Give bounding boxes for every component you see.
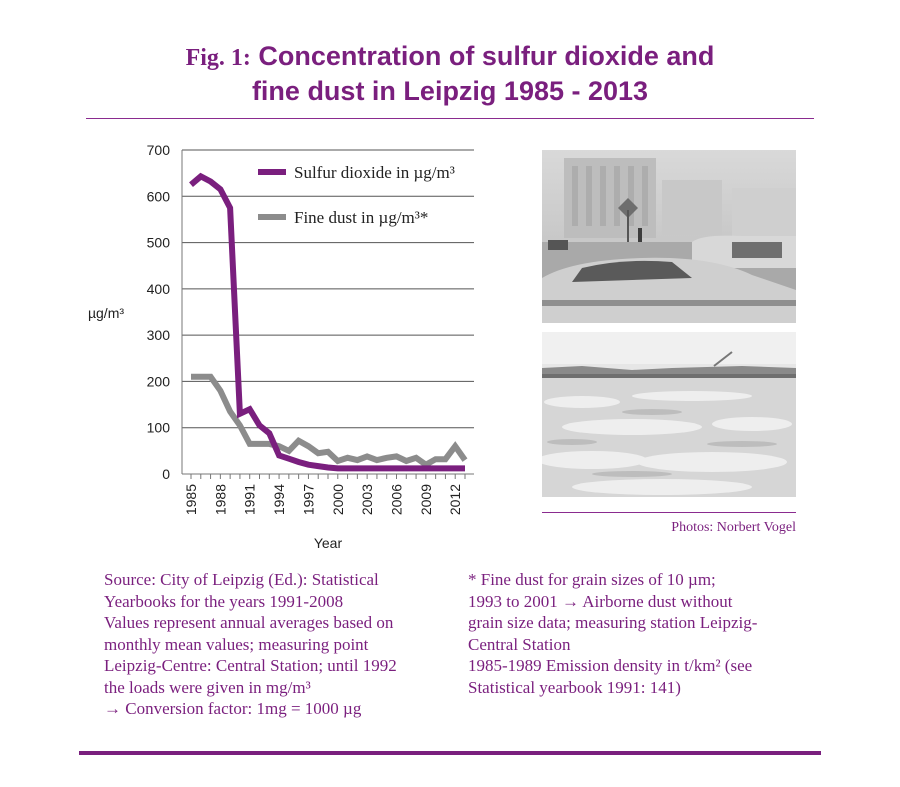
- sulfur-dioxide-line: [189, 172, 465, 472]
- source-note-line: Yearbooks for the years 1991-2008: [104, 591, 344, 611]
- source-note-line: → Conversion factor: 1mg = 1000 µg: [104, 699, 362, 718]
- footnote-line: 1985-1989 Emission density in t/km² (see: [468, 656, 753, 675]
- x-tick-label: 1991: [242, 484, 258, 515]
- source-note-line: Leipzig-Centre: Central Station; until 1…: [104, 656, 397, 675]
- title-line-1: Concentration of sulfur dioxide and: [258, 41, 715, 71]
- title-line-2: fine dust in Leipzig 1985 - 2013: [251, 76, 649, 106]
- y-tick-label: 0: [162, 466, 170, 482]
- x-tick-label: 1997: [300, 484, 316, 515]
- photo-credit: Photos: Norbert Vogel: [671, 520, 796, 535]
- y-tick-label: 100: [147, 420, 171, 436]
- source-note-line: the loads were given in mg/m³: [104, 677, 311, 697]
- x-tick-label: 2003: [359, 484, 375, 515]
- series-lines: [189, 172, 468, 472]
- y-tick-label: 300: [147, 327, 171, 343]
- footnote-line: Central Station: [468, 634, 571, 654]
- y-tick-label: 500: [147, 235, 171, 251]
- y-axis-label: µg/m³: [88, 305, 124, 321]
- footnote-line: 1993 to 2001 → Airborne dust without: [468, 591, 733, 611]
- x-tick-label: 2012: [447, 484, 463, 515]
- footnote-line: Statistical yearbook 1991: 141): [468, 677, 681, 697]
- x-axis-label: Year: [314, 535, 343, 551]
- title-divider: [86, 118, 814, 119]
- source-note: Source: City of Leipzig (Ed.): Statistic…: [104, 569, 444, 720]
- legend: Sulfur dioxide in µg/m³ Fine dust in µg/m…: [258, 163, 455, 227]
- river-pollution-photo: [542, 332, 796, 497]
- axes: 0 100 200 300 400 500 600 700 1985 1988 1991 1994 19…: [88, 142, 466, 551]
- source-note-line: Source: City of Leipzig (Ed.): Statistic…: [104, 570, 379, 589]
- footnote: * Fine dust for grain sizes of 10 µm; 19…: [468, 569, 798, 698]
- photo-divider: [542, 512, 796, 513]
- figure-label: Fig. 1:: [185, 45, 251, 71]
- x-tick-label: 1985: [183, 484, 199, 515]
- legend-label: Sulfur dioxide in µg/m³: [294, 163, 455, 182]
- footnote-line: * Fine dust for grain sizes of 10 µm;: [468, 570, 716, 589]
- x-tick-label: 2006: [389, 484, 405, 515]
- x-tick-label: 2000: [330, 484, 346, 515]
- footnote-line: grain size data; measuring station Leipz…: [468, 613, 758, 632]
- y-tick-label: 700: [147, 142, 171, 158]
- bottom-divider: [79, 751, 821, 755]
- legend-label: Fine dust in µg/m³*: [294, 208, 428, 227]
- x-tick-label: 1988: [212, 484, 228, 515]
- street-smog-photo: [542, 150, 796, 323]
- y-tick-label: 200: [147, 373, 171, 389]
- x-tick-label: 1994: [271, 484, 287, 515]
- y-tick-label: 600: [147, 188, 171, 204]
- fine-dust-line: [191, 373, 468, 469]
- y-tick-label: 400: [147, 281, 171, 297]
- source-note-line: Values represent annual averages based o…: [104, 613, 394, 632]
- x-tick-label: 2009: [418, 484, 434, 515]
- figure-title: Fig. 1: Concentration of sulfur dioxide …: [0, 40, 900, 108]
- source-note-line: monthly mean values; measuring point: [104, 634, 369, 654]
